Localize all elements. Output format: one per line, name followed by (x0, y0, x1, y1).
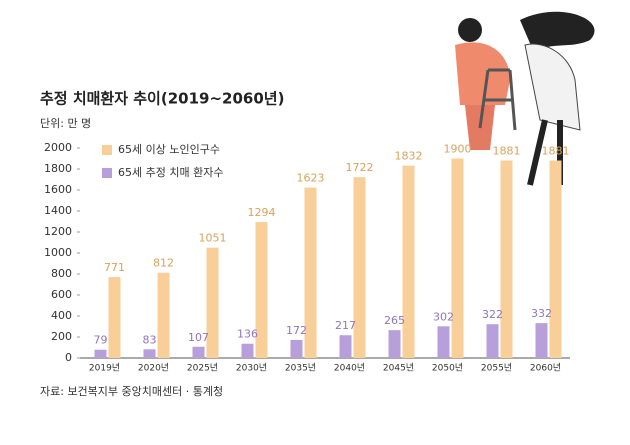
x-tick-label: 2019년 (89, 363, 120, 374)
bar (255, 222, 268, 358)
bar (241, 343, 254, 358)
bar (486, 324, 499, 358)
bar (206, 247, 219, 358)
data-label: 1623 (297, 172, 325, 185)
x-tick-label: 2055년 (481, 363, 512, 374)
x-tick-label: 2030년 (236, 363, 267, 374)
data-label: 1832 (395, 150, 423, 163)
data-label: 322 (482, 308, 503, 321)
unit-label: 단위: 만 명 (40, 117, 91, 130)
bar (304, 187, 317, 358)
chart-title: 추정 치매환자 추이(2019~2060년) (40, 90, 284, 108)
y-tick-label: 2000 (44, 141, 72, 154)
bar (192, 346, 205, 358)
data-label: 265 (384, 314, 405, 327)
legend-swatch (102, 168, 112, 178)
bar (157, 272, 170, 358)
bar (290, 339, 303, 358)
data-label: 771 (104, 261, 125, 274)
y-tick-label: 1000 (44, 246, 72, 259)
bar (353, 177, 366, 358)
data-label: 107 (188, 331, 209, 344)
legend-label: 65세 이상 노인인구수 (118, 143, 220, 156)
y-tick-label: 200 (51, 330, 72, 343)
data-label: 1881 (542, 144, 570, 157)
y-tick-label: 600 (51, 288, 72, 301)
data-label: 172 (286, 324, 307, 337)
data-label: 1900 (444, 143, 472, 156)
bar (108, 277, 121, 358)
y-tick-label: 1800 (44, 162, 72, 175)
bar (339, 335, 352, 358)
bar (143, 349, 156, 358)
y-tick-label: 800 (51, 267, 72, 280)
x-tick-label: 2040년 (334, 363, 365, 374)
data-label: 812 (153, 257, 174, 270)
data-label: 1051 (199, 232, 227, 245)
x-tick-label: 2020년 (138, 363, 169, 374)
data-label: 302 (433, 310, 454, 323)
illustration (455, 11, 595, 186)
x-tick-label: 2050년 (432, 363, 463, 374)
bar (94, 349, 107, 358)
bar (402, 165, 415, 358)
bar (451, 158, 464, 358)
data-label: 1722 (346, 161, 374, 174)
bar (500, 160, 513, 358)
source: 자료: 보건복지부 중앙치매센터 · 통계청 (40, 385, 223, 398)
x-tick-label: 2060년 (530, 363, 561, 374)
x-tick-label: 2035년 (285, 363, 316, 374)
data-label: 83 (143, 333, 157, 346)
bar (549, 160, 562, 358)
data-label: 1881 (493, 144, 521, 157)
legend-label: 65세 추정 치매 환자수 (118, 166, 223, 179)
data-label: 332 (531, 307, 552, 320)
bar (535, 323, 548, 358)
y-tick-label: 0 (65, 351, 72, 364)
y-tick-label: 1200 (44, 225, 72, 238)
bar (388, 330, 401, 358)
data-label: 1294 (248, 206, 276, 219)
data-label: 136 (237, 328, 258, 341)
legend-swatch (102, 145, 112, 155)
bar (437, 326, 450, 358)
y-tick-label: 1600 (44, 183, 72, 196)
y-tick-label: 400 (51, 309, 72, 322)
x-tick-label: 2025년 (187, 363, 218, 374)
data-label: 79 (94, 334, 108, 347)
x-tick-label: 2045년 (383, 363, 414, 374)
data-label: 217 (335, 319, 356, 332)
y-tick-label: 1400 (44, 204, 72, 217)
